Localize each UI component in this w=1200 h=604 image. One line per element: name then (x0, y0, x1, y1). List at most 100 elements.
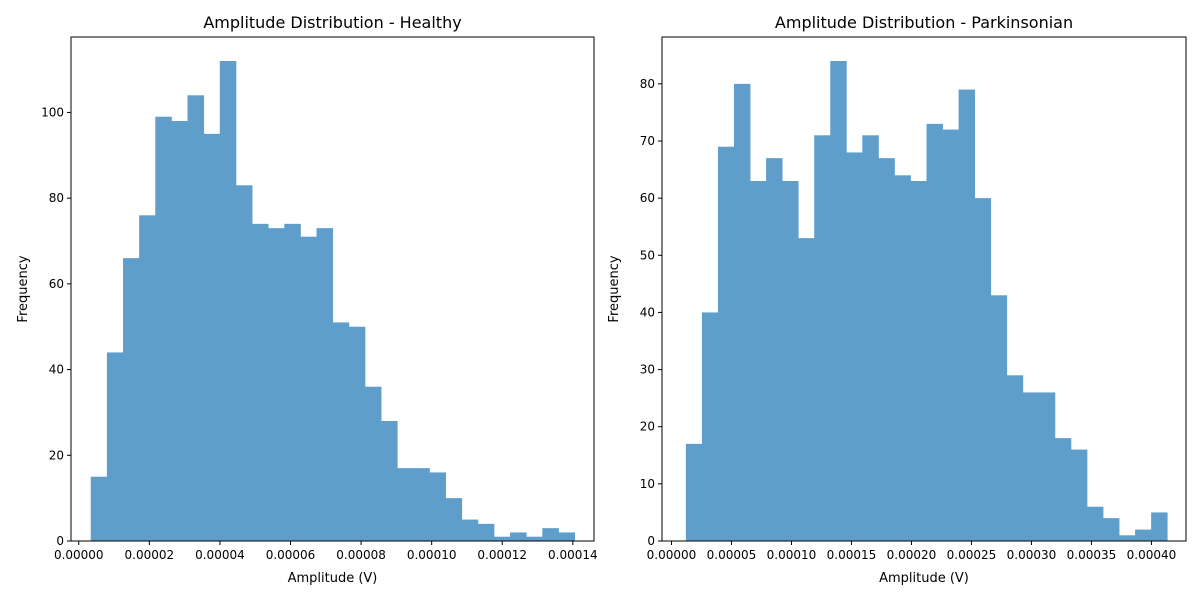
x-tick-label: 0.00000 (647, 548, 697, 562)
histogram-bar (814, 135, 831, 542)
histogram-bar (990, 295, 1008, 541)
x-tick-label: 0.00012 (477, 548, 527, 562)
histogram-bar (1086, 506, 1104, 541)
histogram-bar (878, 158, 895, 541)
y-tick-label: 0 (56, 534, 64, 548)
histogram-bar (542, 528, 559, 541)
histogram-bar (171, 121, 188, 541)
histogram-bar (974, 198, 992, 541)
histogram-bar (894, 175, 911, 542)
histogram-bar (300, 236, 317, 541)
histogram-bar (364, 386, 382, 541)
histogram-bar (1054, 438, 1072, 541)
histogram-bar (1119, 535, 1136, 541)
histogram-bar (187, 95, 205, 542)
chart-panel-2: 0.00000 0.00005 0.00010 0.00015 0.00020 0.000… (607, 13, 1187, 586)
histogram-bar (445, 498, 463, 541)
x-tick-label: 0.00004 (195, 548, 245, 562)
histogram-bar (798, 238, 815, 541)
histogram-bar (846, 152, 863, 541)
x-tick-label: 0.00006 (266, 548, 316, 562)
histogram-bar (252, 223, 269, 541)
histogram-bar (734, 83, 751, 541)
histogram-bar (123, 258, 140, 541)
x-tick-label: 0.00010 (767, 548, 817, 562)
y-tick-label: 50 (640, 248, 655, 262)
histogram-bar (1038, 392, 1056, 541)
y-tick-label: 60 (640, 191, 655, 205)
histogram-bar (926, 123, 943, 541)
y-tick-label: 70 (640, 134, 655, 148)
x-tick-label: 0.00005 (707, 548, 757, 562)
y-tick-label: 20 (640, 420, 655, 434)
chart-panel-1: 0.00000 0.00002 0.00004 0.00006 0.00008 0.000… (16, 13, 598, 586)
histogram-bar (766, 158, 783, 541)
x-axis-label: Amplitude (V) (288, 571, 378, 586)
y-tick-label: 100 (41, 105, 64, 119)
y-tick-label: 0 (647, 534, 655, 548)
histogram-bar (493, 536, 511, 541)
histogram-bar (139, 215, 156, 542)
histogram-bar (429, 472, 446, 541)
histogram-bar (106, 352, 124, 541)
histogram-bar (526, 536, 543, 541)
x-tick-label: 0.00000 (54, 548, 104, 562)
x-tick-label: 0.00025 (947, 548, 997, 562)
histogram-bar (1070, 449, 1088, 541)
histogram-bar (1135, 529, 1152, 541)
histogram-bar (862, 135, 879, 542)
histogram-bar (910, 181, 927, 541)
y-tick-label: 80 (49, 191, 64, 205)
histogram-bar (461, 519, 479, 541)
histogram-bar (782, 181, 799, 541)
y-tick-label: 80 (640, 77, 655, 91)
histogram-bar (219, 61, 237, 541)
histogram-bar (268, 228, 285, 541)
histogram-bar (235, 185, 253, 542)
histogram-bar (942, 129, 960, 542)
y-tick-label: 10 (640, 477, 655, 491)
axes-frame (661, 36, 1187, 542)
histogram-bar (1006, 375, 1024, 541)
x-axis-label: Amplitude (V) (879, 571, 969, 586)
histogram-bar (316, 228, 334, 541)
histogram-bar (381, 421, 398, 541)
histogram-bar (717, 146, 735, 541)
histogram-bar (701, 312, 719, 541)
histogram-bar (397, 468, 414, 541)
histogram-bar (958, 89, 976, 542)
histogram-bar (155, 116, 172, 541)
histogram-bar (203, 133, 221, 541)
histogram-bar (510, 532, 527, 541)
x-tick-label: 0.00014 (548, 548, 598, 562)
x-tick-label: 0.00010 (407, 548, 457, 562)
histogram-bar (348, 326, 366, 541)
axes-frame (70, 36, 595, 542)
histogram-bar (1102, 518, 1120, 541)
histogram-bar (750, 181, 767, 541)
y-axis-label: Frequency (607, 255, 622, 322)
y-tick-label: 20 (49, 448, 64, 462)
histogram-bar (284, 223, 301, 541)
histogram-bar (558, 532, 575, 541)
y-tick-label: 60 (49, 277, 64, 291)
x-tick-label: 0.00002 (125, 548, 175, 562)
histogram-bar (1022, 392, 1040, 541)
x-tick-label: 0.00020 (887, 548, 937, 562)
x-tick-label: 0.00015 (827, 548, 877, 562)
chart-title: Amplitude Distribution - Healthy (203, 13, 461, 32)
chart-title: Amplitude Distribution - Parkinsonian (775, 13, 1073, 32)
y-tick-label: 30 (640, 363, 655, 377)
x-tick-label: 0.00035 (1067, 548, 1117, 562)
x-tick-label: 0.00030 (1007, 548, 1057, 562)
x-tick-label: 0.00040 (1127, 548, 1177, 562)
x-tick-label: 0.00008 (336, 548, 386, 562)
histogram-bar (830, 61, 847, 541)
y-tick-label: 40 (640, 305, 655, 319)
histogram-bar (413, 468, 430, 541)
histogram-bar (477, 523, 495, 541)
histogram-bar (1151, 512, 1168, 541)
histogram-bar (332, 322, 350, 541)
